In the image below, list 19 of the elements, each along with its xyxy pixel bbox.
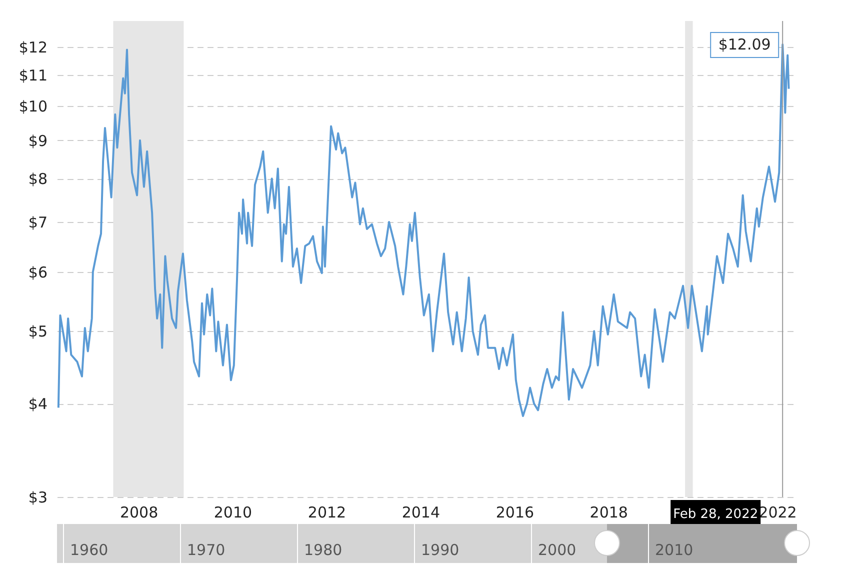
y-tick-label: $6 [28, 263, 48, 282]
y-tick-label: $7 [28, 213, 48, 232]
y-tick-label: $10 [18, 98, 48, 116]
y-tick-label: $5 [28, 322, 48, 341]
x-tick-label: 2022 [758, 504, 797, 522]
y-tick-label: $4 [28, 395, 48, 414]
x-tick-label: 2014 [402, 504, 440, 522]
x-tick-label: 2008 [120, 504, 158, 522]
x-tick-label: 2010 [214, 504, 252, 522]
y-tick-label: $9 [28, 132, 48, 150]
x-tick-label: 2012 [308, 504, 346, 522]
y-tick-label: $3 [28, 488, 48, 506]
annotation: $12.09 [718, 36, 771, 54]
y-tick-label: $12 [18, 38, 48, 56]
x-tick-label: 2018 [590, 504, 628, 522]
x-tick-label: 2016 [496, 504, 534, 522]
ref-line-label: Feb 28, 2022 [673, 507, 758, 522]
y-tick-label: $8 [28, 170, 48, 188]
y-tick-label: $11 [18, 66, 48, 85]
